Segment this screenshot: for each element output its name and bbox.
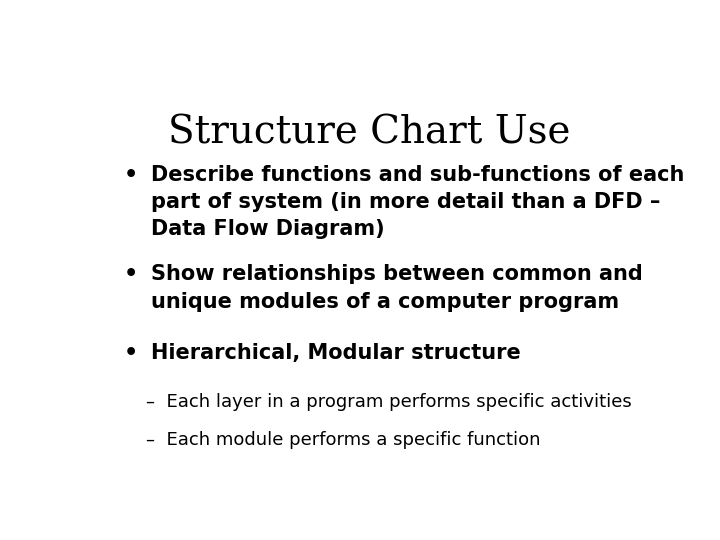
Text: Hierarchical, Modular structure: Hierarchical, Modular structure (151, 343, 521, 363)
Text: Describe functions and sub-functions of each
part of system (in more detail than: Describe functions and sub-functions of … (151, 165, 685, 239)
Text: –  Each module performs a specific function: – Each module performs a specific functi… (145, 431, 540, 449)
Text: Show relationships between common and
unique modules of a computer program: Show relationships between common and un… (151, 265, 643, 312)
Text: –  Each layer in a program performs specific activities: – Each layer in a program performs speci… (145, 393, 631, 411)
Text: Structure Chart Use: Structure Chart Use (168, 114, 570, 152)
Text: •: • (124, 165, 138, 185)
Text: •: • (124, 265, 138, 285)
Text: •: • (124, 343, 138, 363)
